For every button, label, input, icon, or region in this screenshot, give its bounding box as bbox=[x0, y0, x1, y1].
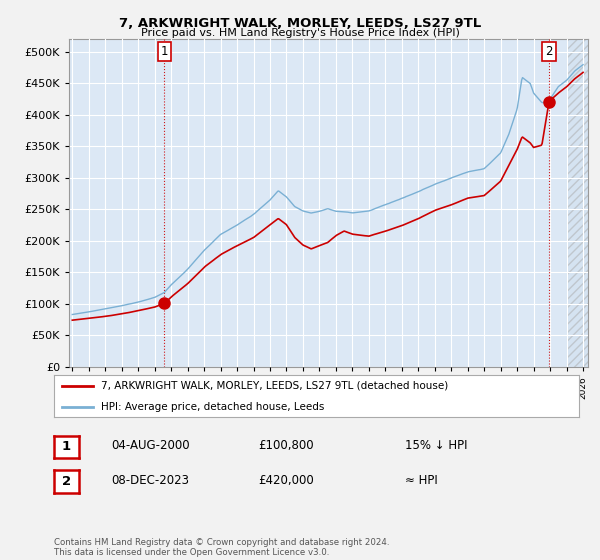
Text: Price paid vs. HM Land Registry's House Price Index (HPI): Price paid vs. HM Land Registry's House … bbox=[140, 28, 460, 38]
Text: Contains HM Land Registry data © Crown copyright and database right 2024.
This d: Contains HM Land Registry data © Crown c… bbox=[54, 538, 389, 557]
Text: 7, ARKWRIGHT WALK, MORLEY, LEEDS, LS27 9TL: 7, ARKWRIGHT WALK, MORLEY, LEEDS, LS27 9… bbox=[119, 17, 481, 30]
Text: 7, ARKWRIGHT WALK, MORLEY, LEEDS, LS27 9TL (detached house): 7, ARKWRIGHT WALK, MORLEY, LEEDS, LS27 9… bbox=[101, 381, 449, 391]
Text: 1: 1 bbox=[161, 45, 168, 58]
Bar bbox=[566, 39, 588, 367]
Text: 2: 2 bbox=[62, 475, 71, 488]
Text: 1: 1 bbox=[62, 440, 71, 454]
Text: 15% ↓ HPI: 15% ↓ HPI bbox=[405, 439, 467, 452]
Text: HPI: Average price, detached house, Leeds: HPI: Average price, detached house, Leed… bbox=[101, 402, 325, 412]
Text: 2: 2 bbox=[545, 45, 553, 58]
Text: ≈ HPI: ≈ HPI bbox=[405, 474, 438, 487]
Text: £420,000: £420,000 bbox=[258, 474, 314, 487]
Text: 04-AUG-2000: 04-AUG-2000 bbox=[111, 439, 190, 452]
Text: £100,800: £100,800 bbox=[258, 439, 314, 452]
Text: 08-DEC-2023: 08-DEC-2023 bbox=[111, 474, 189, 487]
